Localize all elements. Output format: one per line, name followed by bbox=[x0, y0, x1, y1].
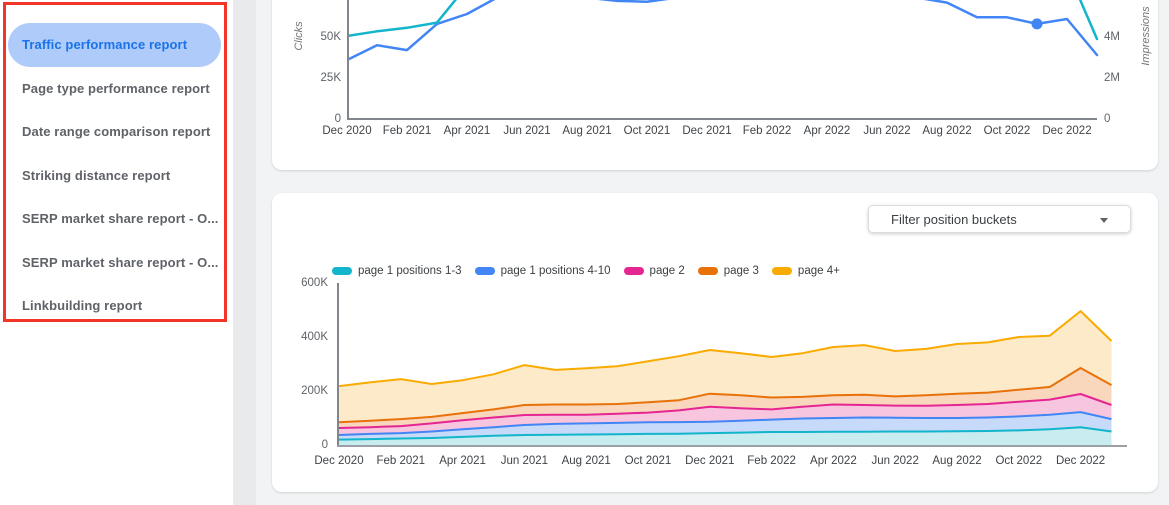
bottom-chart-y-axis-line bbox=[337, 283, 339, 446]
impressions-tick-label: 2M bbox=[1104, 72, 1120, 84]
legend-label: page 3 bbox=[723, 265, 759, 277]
legend-label: page 2 bbox=[649, 265, 685, 277]
top-chart-x-tick-label: Apr 2022 bbox=[803, 125, 851, 137]
line-clicks bbox=[347, 0, 1099, 62]
bottom-chart-x-tick-label: Jun 2022 bbox=[871, 455, 919, 467]
bottom-chart-x-tick-label: Dec 2021 bbox=[685, 455, 735, 467]
filter-position-buckets-dropdown[interactable]: Filter position buckets bbox=[868, 205, 1131, 233]
bottom-chart-x-tick-label: Dec 2022 bbox=[1055, 455, 1106, 467]
legend-swatch-icon bbox=[697, 267, 718, 275]
legend-label: page 1 positions 1-3 bbox=[358, 265, 462, 277]
sidebar-item-striking-distance-report[interactable]: Striking distance report bbox=[8, 154, 221, 198]
boundary-page-1-positions-1-3 bbox=[338, 426, 1112, 441]
sidebar-item-page-type-performance-report[interactable]: Page type performance report bbox=[8, 67, 221, 111]
boundary-page-3 bbox=[338, 367, 1112, 424]
top-chart-x-tick-label: Dec 2021 bbox=[682, 125, 732, 137]
legend-swatch-icon bbox=[474, 267, 495, 275]
legend-swatch-icon bbox=[332, 267, 352, 275]
sidebar-item-label: Traffic performance report bbox=[22, 37, 188, 53]
top-chart-x-tick-label: Feb 2021 bbox=[382, 125, 432, 137]
top-chart-x-tick-label: Feb 2022 bbox=[742, 125, 792, 137]
top-chart-x-tick-label: Jun 2021 bbox=[503, 125, 551, 137]
legend-item-page-1-positions-1-3[interactable]: page 1 positions 1-3 bbox=[332, 265, 462, 277]
traffic-line-chart[interactable] bbox=[347, 0, 1099, 120]
bottom-chart-x-tick-label: Oct 2021 bbox=[624, 455, 672, 467]
bottom-chart-x-tick-label: Feb 2021 bbox=[376, 455, 426, 467]
sidebar-item-date-range-comparison-report[interactable]: Date range comparison report bbox=[8, 110, 221, 154]
bottom-chart-y-tick-label: 200K bbox=[301, 385, 328, 397]
sidebar-item-label: Date range comparison report bbox=[22, 124, 211, 140]
legend-label: page 4+ bbox=[797, 265, 840, 277]
top-chart-x-tick-label: Jun 2022 bbox=[863, 125, 911, 137]
clicks-y-axis-line bbox=[347, 0, 349, 118]
top-chart-x-tick-label: Aug 2022 bbox=[922, 125, 972, 137]
bottom-chart-x-tick-label: Feb 2022 bbox=[747, 455, 796, 467]
bottom-chart-x-tick-label: Jun 2021 bbox=[500, 455, 549, 467]
sidebar-item-label: SERP market share report - O... bbox=[22, 254, 219, 270]
impressions-tick-label: 0 bbox=[1104, 113, 1111, 125]
legend-item-page-3[interactable]: page 3 bbox=[697, 265, 759, 277]
sidebar-item-label: Page type performance report bbox=[22, 80, 210, 96]
bottom-chart-x-tick-label: Dec 2020 bbox=[314, 455, 364, 467]
clicks-tick-label: 0 bbox=[334, 113, 341, 125]
sidebar-item-traffic-performance-report[interactable]: Traffic performance report bbox=[8, 23, 221, 67]
data-point-marker[interactable] bbox=[1031, 18, 1043, 30]
sidebar-item-label: SERP market share report - O... bbox=[22, 211, 219, 227]
sidebar-item-linkbuilding-report[interactable]: Linkbuilding report bbox=[8, 284, 221, 328]
sidebar-item-serp-market-share-report-o[interactable]: SERP market share report - O... bbox=[8, 241, 221, 285]
boundary-page-2 bbox=[338, 393, 1112, 429]
bottom-chart-y-tick-label: 400K bbox=[301, 331, 328, 343]
bottom-chart-x-tick-label: Aug 2021 bbox=[561, 455, 611, 467]
impressions-tick-label: 4M bbox=[1104, 31, 1120, 43]
legend-swatch-icon bbox=[771, 267, 792, 275]
bottom-chart-y-tick-label: 600K bbox=[301, 277, 328, 289]
sidebar-item-label: Linkbuilding report bbox=[22, 298, 143, 314]
clicks-tick-label: 50K bbox=[320, 31, 341, 43]
sidebar-list: Traffic performance report Page type perf… bbox=[8, 23, 221, 328]
legend-item-page-2[interactable]: page 2 bbox=[623, 265, 685, 277]
bottom-chart-x-tick-label: Apr 2022 bbox=[810, 455, 857, 467]
bottom-chart-x-tick-label: Aug 2022 bbox=[932, 455, 982, 467]
top-chart-x-tick-label: Oct 2022 bbox=[983, 125, 1031, 137]
top-chart-x-tick-label: Dec 2022 bbox=[1042, 125, 1092, 137]
legend: page 1 positions 1-3 page 1 positions 4-1… bbox=[332, 265, 840, 277]
top-chart-x-tick-label: Aug 2021 bbox=[562, 125, 612, 137]
clicks-tick-label: 25K bbox=[320, 72, 341, 84]
top-chart-x-tick-label: Dec 2020 bbox=[322, 125, 372, 137]
annotation-highlight-box bbox=[3, 2, 227, 322]
legend-item-page-1-positions-4-10[interactable]: page 1 positions 4-10 bbox=[474, 265, 611, 277]
top-chart-x-tick-label: Oct 2021 bbox=[623, 125, 671, 137]
bottom-chart-x-tick-label: Oct 2022 bbox=[995, 455, 1043, 467]
boundary-page-1-positions-4-10 bbox=[338, 411, 1112, 436]
bottom-chart-x-axis-line bbox=[337, 444, 1127, 447]
traffic-chart-card bbox=[272, 0, 1158, 170]
top-chart-x-tick-label: Apr 2021 bbox=[443, 125, 491, 137]
sidebar-item-label: Striking distance report bbox=[22, 167, 171, 183]
bottom-chart-x-tick-label: Apr 2021 bbox=[439, 455, 486, 467]
legend-label: page 1 positions 4-10 bbox=[500, 265, 611, 277]
line-impressions bbox=[347, 0, 1099, 41]
chevron-down-icon bbox=[1100, 218, 1108, 223]
bottom-chart-y-tick-label: 0 bbox=[321, 439, 328, 451]
top-chart-x-axis-line bbox=[347, 117, 1097, 120]
legend-swatch-icon bbox=[623, 267, 644, 275]
sidebar-item-serp-market-share-report-o[interactable]: SERP market share report - O... bbox=[8, 197, 221, 241]
dropdown-label: Filter position buckets bbox=[891, 211, 1017, 227]
legend-item-page-4[interactable]: page 4+ bbox=[771, 265, 840, 277]
position-buckets-area-chart[interactable] bbox=[337, 278, 1127, 450]
boundary-page-4 bbox=[338, 310, 1113, 388]
